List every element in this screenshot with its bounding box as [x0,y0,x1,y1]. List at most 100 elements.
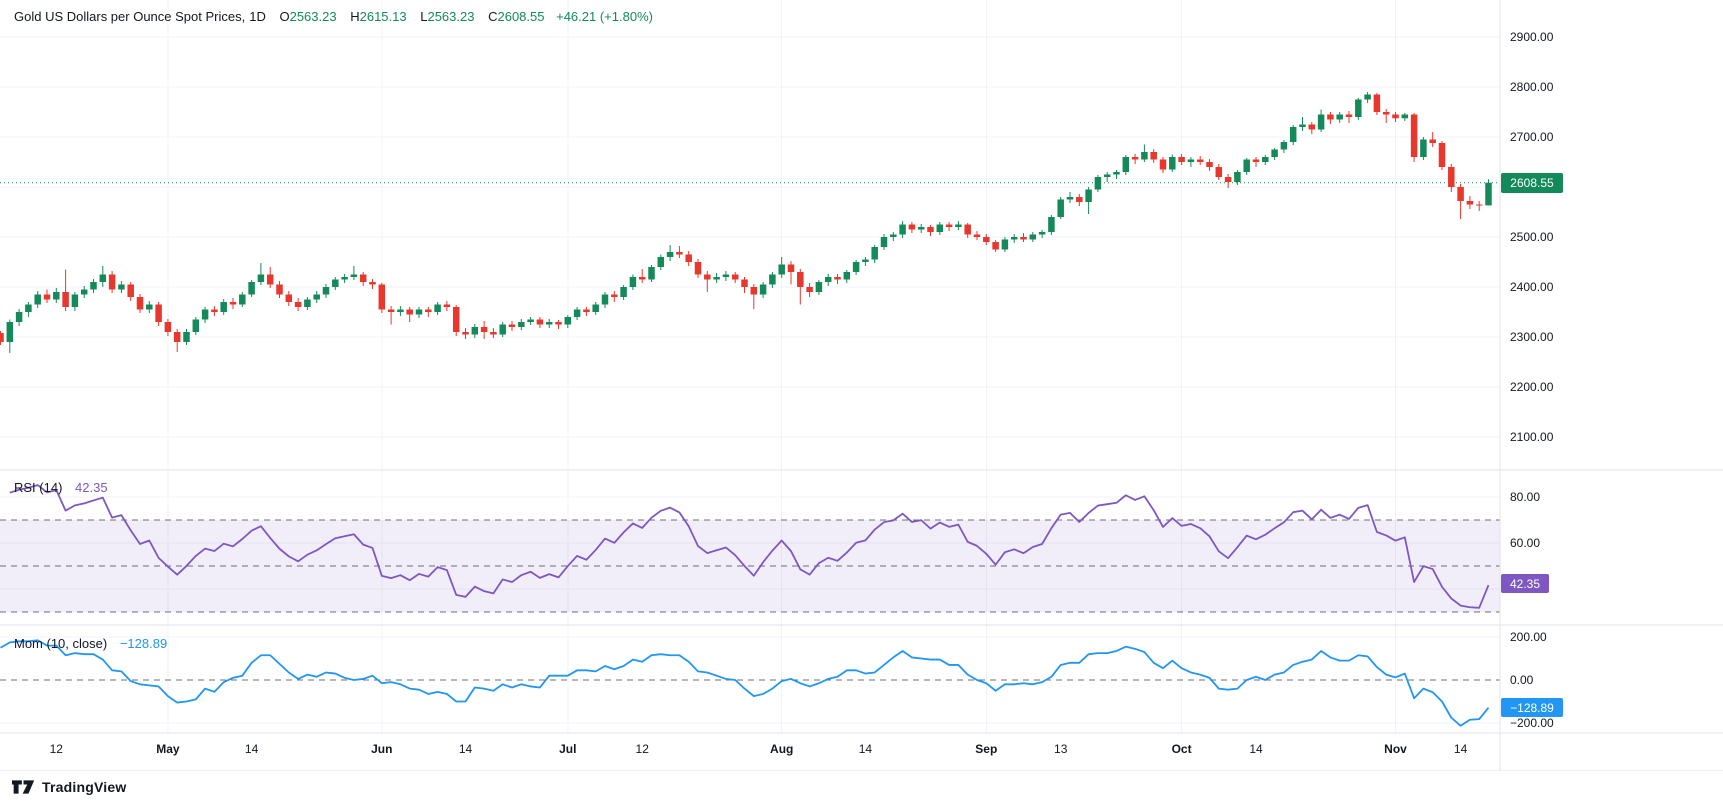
candle-body [1159,159,1167,170]
candle-body [1196,159,1204,162]
time-axis-label[interactable]: Jun [371,742,392,756]
candle-body [917,227,925,230]
candle-body [146,304,153,310]
candle-body [322,287,330,295]
candle-body [25,304,32,312]
momentum-line [0,639,1490,727]
candle-body [657,257,665,267]
candle-body [601,294,609,305]
candle-body [592,304,599,312]
candle-body [369,282,376,285]
tradingview-brand[interactable]: TradingView [42,779,127,795]
time-axis-label[interactable]: May [156,742,180,756]
candle-body [90,282,97,290]
candle-body [1206,162,1213,167]
candle-body [1401,114,1409,119]
candle-body [71,294,79,307]
candle-body [973,234,981,237]
candle-body [1057,199,1064,217]
time-axis-label[interactable]: 12 [50,742,64,756]
candle-body [555,322,562,325]
candle-body [527,319,534,322]
momentum-indicator-title: Mom (10, close) [14,636,108,651]
time-axis-label[interactable]: 14 [1249,742,1263,756]
price-axis[interactable] [1500,0,1723,733]
time-axis-label[interactable]: 12 [636,742,650,756]
candle-body [564,317,572,325]
candle-body [1113,172,1120,175]
candle-body [155,304,162,322]
time-axis-label[interactable]: Jul [559,742,576,756]
time-axis-label[interactable]: 14 [859,742,873,756]
candle-body [1048,217,1055,232]
rsi-indicator-title: RSI (14) [14,480,63,495]
candle-body [0,333,4,342]
candle-body [136,297,144,310]
candle-body [1085,189,1092,202]
candle-body [871,247,878,260]
candle-body [248,282,255,295]
candle-body [239,294,246,305]
time-axis-label[interactable]: 13 [1054,742,1068,756]
ohlc-low: L2563.23 [420,9,475,24]
candle-body [573,309,581,317]
candle-body [1038,232,1046,235]
candle-body [750,287,758,295]
momentum-indicator-legend[interactable]: Mom (10, close) −128.89 [14,636,167,651]
candle-body [397,309,404,312]
time-axis-label[interactable]: 14 [245,742,259,756]
candle-body [648,267,655,280]
time-axis-label[interactable]: Nov [1384,742,1407,756]
time-axis-label[interactable]: Sep [975,742,997,756]
candle-body [53,292,60,300]
candle-body [1466,201,1474,205]
candle-body [1345,114,1353,117]
tradingview-logo-icon[interactable] [12,779,35,795]
candle-body [787,264,795,272]
rsi-indicator-legend[interactable]: RSI (14) 42.35 [14,480,108,495]
candle-body [443,304,451,307]
candle-body [731,274,739,280]
candle-body [192,319,200,332]
momentum-indicator-value: −128.89 [119,636,168,651]
candle-body [1457,187,1464,201]
candle-body [862,259,869,262]
time-axis[interactable] [0,733,1500,771]
candle-body [43,294,51,300]
candle-body [1243,159,1250,172]
candle-body [257,274,265,282]
candle-body [1169,157,1176,170]
candle-body [852,262,860,272]
candle-body [1392,114,1399,119]
candle-body [1010,237,1018,240]
candle-body [518,322,525,327]
time-axis-label[interactable]: 14 [459,742,473,756]
candle-body [945,224,953,227]
candle-body [164,322,172,332]
candle-body [1150,152,1157,160]
candle-body [955,224,962,227]
time-axis-label[interactable]: Oct [1172,742,1192,756]
gridlines [0,0,1500,733]
candle-body [415,309,423,315]
candle-body [499,324,506,335]
price-tick-label: 2300.00 [1510,330,1554,344]
candle-body [211,309,218,312]
candle-body [983,237,990,242]
interval-label[interactable]: 1D [249,9,266,24]
candle-body [1234,172,1241,182]
candle-body [173,332,181,342]
symbol-title[interactable]: Gold US Dollars per Ounce Spot Prices, [14,9,246,24]
candle-body [108,274,116,290]
candle-body [6,322,14,342]
candle-body [1224,177,1232,182]
time-axis-label[interactable]: 14 [1454,742,1468,756]
time-axis-label[interactable]: Aug [770,742,793,756]
candle-body [704,274,711,280]
candle-body [490,332,497,335]
momentum-tick-label: 200.00 [1510,630,1547,644]
candle-body [1094,177,1102,190]
candle-body [890,234,897,237]
